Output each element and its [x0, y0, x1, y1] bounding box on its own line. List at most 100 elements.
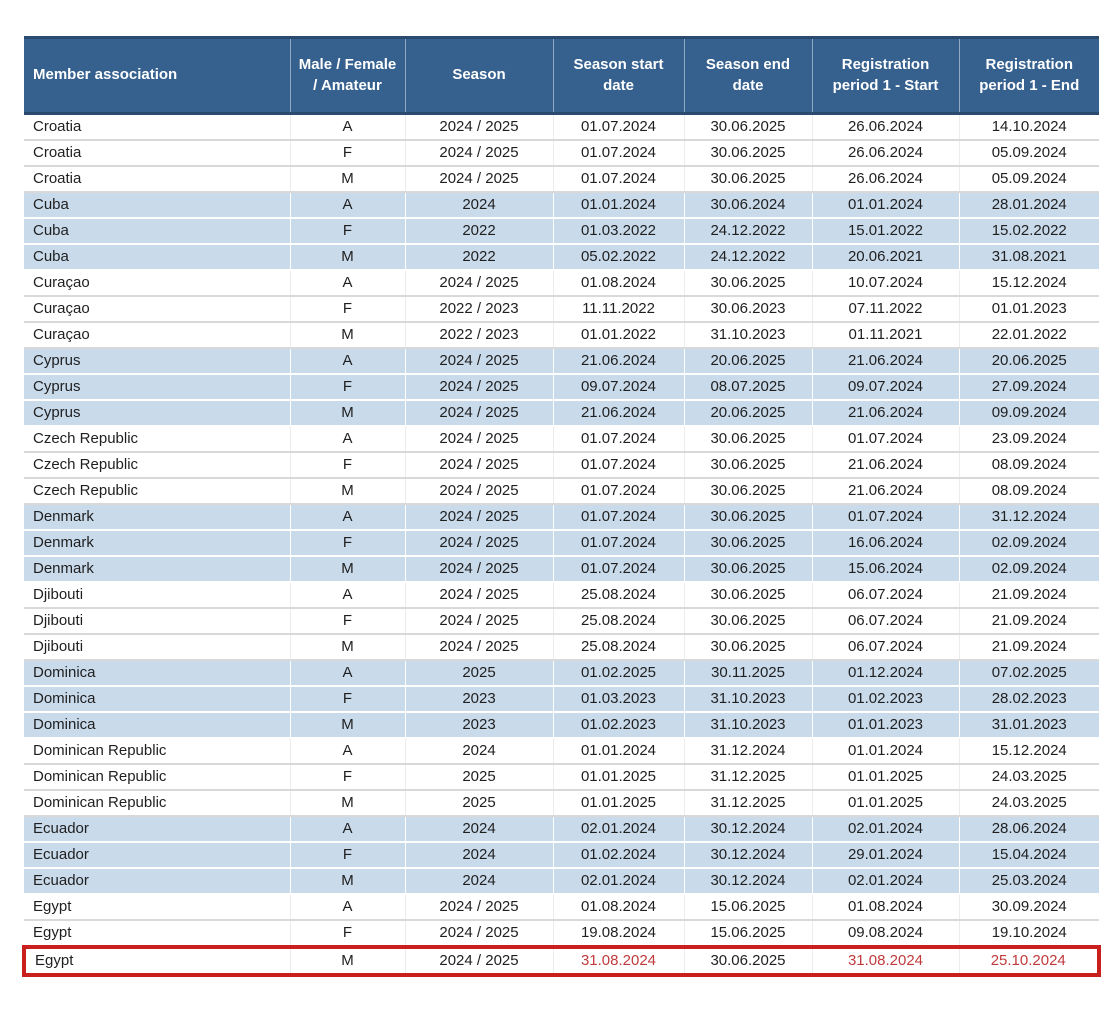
cell-reg1_end: 20.06.2025 — [959, 348, 1099, 375]
table-row: Curaçao M 2022 / 2023 01.01.2022 31.10.2023 0… — [24, 322, 1099, 349]
cell-mfa: M — [290, 556, 406, 583]
cell-association: Cuba — [24, 218, 291, 245]
cell-reg1_start: 20.06.2021 — [812, 244, 960, 271]
cell-season_end: 30.06.2025 — [684, 608, 813, 635]
cell-mfa: F — [290, 140, 406, 167]
table-row: Djibouti F 2024 / 2025 25.08.2024 30.06.2025… — [24, 608, 1099, 635]
table-row: Croatia F 2024 / 2025 01.07.2024 30.06.2025 2… — [24, 140, 1099, 167]
cell-season_end: 24.12.2022 — [684, 218, 813, 245]
cell-association: Ecuador — [24, 842, 291, 869]
cell-season_start: 01.02.2025 — [553, 660, 685, 687]
cell-season_start: 01.07.2024 — [553, 140, 685, 167]
cell-association: Dominica — [24, 660, 291, 687]
cell-season_end: 30.06.2025 — [684, 270, 813, 297]
cell-season_start: 01.08.2024 — [553, 894, 685, 921]
table-row: Ecuador A 2024 02.01.2024 30.12.2024 02.01.20… — [24, 816, 1099, 843]
table-row: Dominica M 2023 01.02.2023 31.10.2023 01.01.2… — [24, 712, 1099, 739]
cell-association: Djibouti — [24, 582, 291, 609]
cell-season_start: 21.06.2024 — [553, 348, 685, 375]
cell-reg1_start: 09.07.2024 — [812, 374, 960, 401]
cell-reg1_end: 28.01.2024 — [959, 192, 1099, 219]
table-row: Ecuador M 2024 02.01.2024 30.12.2024 02.01.20… — [24, 868, 1099, 895]
cell-association: Curaçao — [24, 270, 291, 297]
cell-reg1_end: 31.12.2024 — [959, 504, 1099, 531]
table-row: Dominica A 2025 01.02.2025 30.11.2025 01.12.2… — [24, 660, 1099, 687]
cell-association: Cuba — [24, 192, 291, 219]
table-row: Dominican Republic A 2024 01.01.2024 31.12.2… — [24, 738, 1099, 765]
cell-season_start: 02.01.2024 — [553, 868, 685, 895]
cell-reg1_start: 15.06.2024 — [812, 556, 960, 583]
cell-season_end: 15.06.2025 — [684, 894, 813, 921]
cell-season_start: 01.07.2024 — [553, 530, 685, 557]
table-row: Ecuador F 2024 01.02.2024 30.12.2024 29.01.20… — [24, 842, 1099, 869]
cell-season_end: 30.06.2025 — [684, 166, 813, 193]
table-header: Member association Male / Female / Amateu… — [24, 36, 1099, 115]
cell-reg1_end: 07.02.2025 — [959, 660, 1099, 687]
cell-season: 2024 / 2025 — [405, 374, 554, 401]
highlighted-table-row: Egypt M 2024 / 2025 31.08.2024 30.06.2025 31.… — [22, 945, 1101, 977]
column-header-season_end: Season end date — [684, 36, 813, 115]
cell-reg1_start: 01.12.2024 — [812, 660, 960, 687]
cell-association: Cyprus — [24, 348, 291, 375]
cell-season_start: 25.08.2024 — [553, 634, 685, 661]
cell-season: 2024 / 2025 — [405, 894, 554, 921]
cell-mfa: A — [290, 738, 406, 765]
cell-season: 2024 / 2025 — [405, 608, 554, 635]
cell-season_end: 31.12.2025 — [684, 790, 813, 817]
cell-season_end: 30.06.2025 — [684, 530, 813, 557]
cell-association: Curaçao — [24, 296, 291, 323]
cell-mfa: M — [290, 244, 406, 271]
cell-season_end: 20.06.2025 — [684, 400, 813, 427]
cell-association: Dominican Republic — [24, 790, 291, 817]
cell-season: 2024 / 2025 — [405, 530, 554, 557]
cell-season: 2024 / 2025 — [405, 270, 554, 297]
cell-reg1_end: 24.03.2025 — [959, 790, 1099, 817]
table-row: Croatia A 2024 / 2025 01.07.2024 30.06.2025 2… — [24, 113, 1099, 141]
cell-mfa: M — [290, 322, 406, 349]
table-row: Cyprus M 2024 / 2025 21.06.2024 20.06.2025 21… — [24, 400, 1099, 427]
cell-season_start: 01.03.2022 — [553, 218, 685, 245]
registration-periods-table: Member association Male / Female / Amateu… — [22, 36, 1101, 977]
cell-season_start: 01.07.2024 — [553, 556, 685, 583]
cell-season_end: 30.06.2023 — [684, 296, 813, 323]
cell-mfa: M — [290, 634, 406, 661]
cell-association: Ecuador — [24, 816, 291, 843]
cell-reg1_end: 01.01.2023 — [959, 296, 1099, 323]
cell-reg1_end: 25.10.2024 — [959, 945, 1101, 977]
table-row: Czech Republic A 2024 / 2025 01.07.2024 30.0… — [24, 426, 1099, 453]
cell-season: 2024 — [405, 842, 554, 869]
cell-reg1_end: 21.09.2024 — [959, 582, 1099, 609]
cell-season: 2024 / 2025 — [405, 478, 554, 505]
cell-association: Cyprus — [24, 374, 291, 401]
registration-periods-table-container: Member association Male / Female / Amateu… — [22, 36, 1101, 977]
cell-association: Czech Republic — [24, 478, 291, 505]
cell-reg1_start: 01.01.2024 — [812, 192, 960, 219]
cell-season: 2024 / 2025 — [405, 113, 554, 141]
table-row: Cyprus A 2024 / 2025 21.06.2024 20.06.2025 21… — [24, 348, 1099, 375]
cell-reg1_end: 28.02.2023 — [959, 686, 1099, 713]
cell-reg1_end: 15.12.2024 — [959, 270, 1099, 297]
table-row: Djibouti M 2024 / 2025 25.08.2024 30.06.2025… — [24, 634, 1099, 661]
cell-season: 2024 / 2025 — [405, 140, 554, 167]
cell-mfa: A — [290, 113, 406, 141]
cell-season: 2023 — [405, 686, 554, 713]
cell-reg1_start: 06.07.2024 — [812, 608, 960, 635]
cell-mfa: F — [290, 530, 406, 557]
cell-association: Denmark — [24, 556, 291, 583]
cell-reg1_start: 31.08.2024 — [812, 945, 960, 977]
cell-season_end: 30.06.2025 — [684, 556, 813, 583]
cell-reg1_start: 06.07.2024 — [812, 634, 960, 661]
cell-season_start: 31.08.2024 — [553, 945, 685, 977]
cell-season: 2022 — [405, 218, 554, 245]
cell-reg1_start: 10.07.2024 — [812, 270, 960, 297]
cell-season: 2024 / 2025 — [405, 452, 554, 479]
table-row: Denmark F 2024 / 2025 01.07.2024 30.06.2025 1… — [24, 530, 1099, 557]
table-body: Croatia A 2024 / 2025 01.07.2024 30.06.2025 2… — [22, 113, 1101, 977]
cell-season_start: 01.07.2024 — [553, 426, 685, 453]
column-header-season: Season — [405, 36, 554, 115]
column-header-reg1_start: Registration period 1 - Start — [812, 36, 960, 115]
cell-association: Ecuador — [24, 868, 291, 895]
cell-association: Denmark — [24, 504, 291, 531]
cell-reg1_end: 27.09.2024 — [959, 374, 1099, 401]
cell-season_start: 05.02.2022 — [553, 244, 685, 271]
